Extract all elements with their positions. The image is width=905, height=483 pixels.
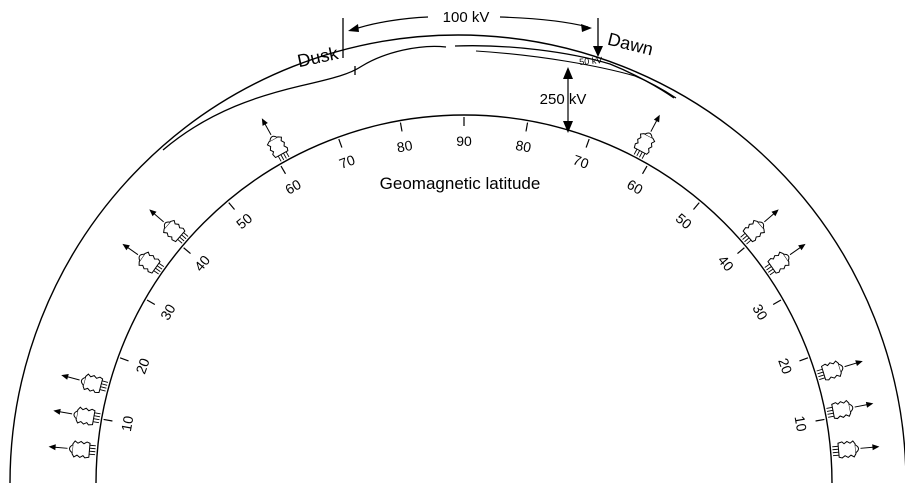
dusk-boundary-curve — [162, 45, 447, 151]
inner-potential-arrowhead-bottom — [563, 121, 573, 133]
potential-across-label: 100 kV — [443, 9, 490, 26]
latitude-tick-mark — [693, 202, 700, 210]
latitude-tick-label: 50 — [233, 210, 255, 232]
spacecraft-icon — [122, 243, 165, 275]
latitude-ticks: 10 20 30 40 50 60 70 80 90 80 70 60 50 40 30 20 10 — [103, 117, 825, 433]
latitude-tick-mark — [119, 357, 129, 362]
latitude-tick-mark — [183, 247, 191, 254]
latitude-tick-mark — [280, 165, 287, 175]
latitude-tick-mark — [799, 357, 809, 362]
latitude-tick-mark — [228, 202, 235, 210]
spacecraft-icon — [261, 118, 290, 162]
potential-arc-left-arrowhead — [348, 24, 359, 32]
latitude-tick-label: 70 — [571, 151, 591, 171]
latitude-tick-label: 60 — [282, 176, 304, 198]
inner-potential-arrowhead-top — [563, 67, 573, 79]
latitude-tick-mark — [641, 165, 648, 175]
spacecraft-icon — [61, 373, 109, 393]
potential-inner-label: 250 kV — [540, 91, 587, 108]
latitude-tick-mark — [585, 138, 590, 148]
latitude-scale-arc — [95, 114, 833, 483]
latitude-tick-label: 70 — [337, 151, 357, 171]
spacecraft-markers — [48, 114, 880, 459]
latitude-tick-mark — [525, 122, 529, 132]
dawn-inner-curve — [475, 50, 677, 99]
latitude-tick-label: 20 — [132, 356, 152, 376]
outer-boundary-arc — [9, 34, 905, 483]
potential-arc-right-arrowhead — [581, 24, 592, 32]
latitude-tick-mark — [146, 299, 156, 306]
latitude-tick-mark — [103, 418, 113, 422]
spacecraft-icon — [832, 440, 880, 459]
potential-arc-right — [499, 16, 589, 28]
latitude-axis-title: Geomagnetic latitude — [380, 174, 541, 193]
latitude-tick-label: 40 — [191, 252, 213, 274]
latitude-tick-label: 80 — [514, 137, 532, 155]
potential-dawn-label: 50 kV — [579, 55, 603, 67]
spacecraft-icon — [764, 243, 806, 276]
dusk-label: Dusk — [296, 43, 341, 71]
dawn-marker-arrowhead — [593, 46, 603, 57]
latitude-tick-label: 80 — [396, 137, 414, 155]
spacecraft-icon — [826, 399, 874, 420]
latitude-tick-label: 10 — [792, 415, 810, 433]
spacecraft-icon — [53, 406, 101, 426]
latitude-tick-mark — [737, 247, 745, 254]
dawn-label: Dawn — [606, 29, 656, 60]
latitude-tick-mark — [815, 418, 825, 422]
latitude-tick-mark — [772, 299, 782, 306]
spacecraft-icon — [740, 209, 779, 245]
latitude-tick-label: 30 — [157, 301, 179, 323]
latitude-tick-label: 20 — [775, 356, 795, 376]
latitude-tick-label: 50 — [673, 210, 695, 232]
latitude-tick-mark — [338, 138, 343, 148]
potential-arc-left — [351, 16, 429, 31]
spacecraft-icon — [633, 114, 660, 159]
latitude-tick-label: 40 — [715, 252, 737, 274]
spacecraft-icon — [816, 360, 863, 381]
spacecraft-icon — [48, 440, 96, 459]
latitude-tick-label: 30 — [749, 301, 771, 323]
latitude-tick-mark — [399, 122, 403, 132]
latitude-tick-label: 60 — [624, 176, 646, 198]
spacecraft-icon — [149, 209, 189, 244]
latitude-tick-label: 10 — [118, 414, 136, 432]
latitude-tick-label: 90 — [456, 133, 472, 149]
